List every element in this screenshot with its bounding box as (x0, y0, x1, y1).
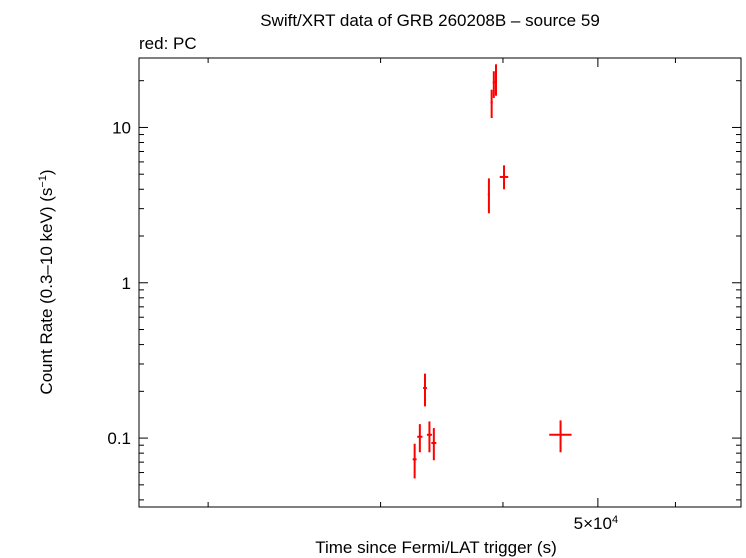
data-point (490, 89, 493, 119)
data-point (549, 420, 572, 453)
y-tick-label: 0.1 (107, 429, 131, 448)
y-tick-label: 10 (112, 118, 131, 137)
plot-frame (138, 57, 742, 508)
data-point (494, 64, 498, 96)
data-point (412, 443, 417, 479)
x-tick-label-main: 5×10 (574, 514, 612, 533)
y-tick-labels: 0.1 1 10 (107, 118, 131, 448)
data-points (412, 64, 572, 479)
data-point (417, 424, 423, 453)
y-axis-label-sup: −1 (37, 175, 49, 188)
data-point (487, 178, 491, 214)
y-tick-label: 1 (122, 274, 131, 293)
data-point (426, 421, 432, 453)
x-tick-labels: 5×104 (574, 514, 618, 533)
y-axis-label-end: ) (37, 169, 56, 175)
data-point (499, 165, 509, 190)
chart-title: Swift/XRT data of GRB 260208B – source 5… (260, 11, 600, 30)
x-axis-label: Time since Fermi/LAT trigger (s) (315, 538, 557, 557)
x-tick-label: 5×104 (574, 514, 618, 533)
x-tick-label-sup: 4 (612, 514, 618, 526)
chart-subtitle: red: PC (139, 34, 197, 53)
data-point (423, 373, 427, 407)
axis-ticks (139, 58, 742, 507)
y-axis-label: Count Rate (0.3–10 keV) (s−1) (37, 169, 56, 394)
data-point (492, 71, 495, 98)
y-axis-label-main: Count Rate (0.3–10 keV) (s (37, 188, 56, 395)
data-point (431, 428, 437, 461)
